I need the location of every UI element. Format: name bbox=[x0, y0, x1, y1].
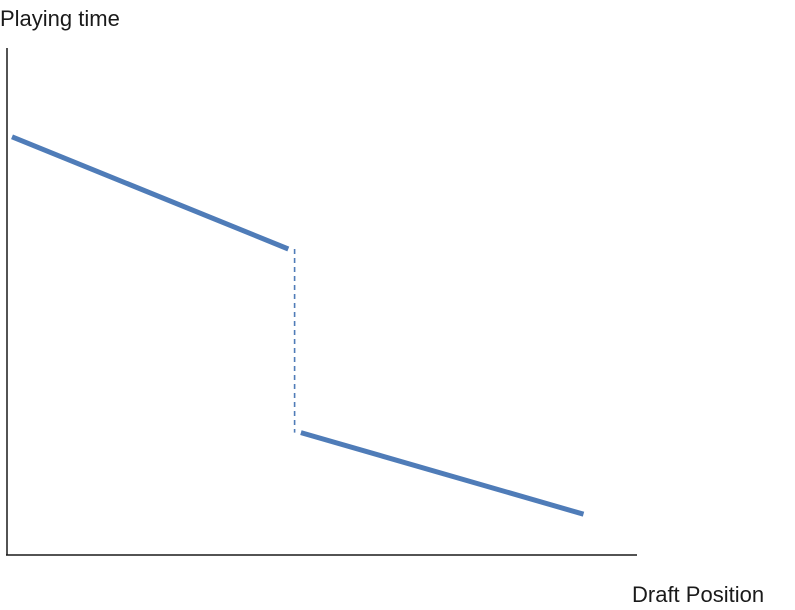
x-axis-label: Draft Position bbox=[632, 582, 765, 607]
lower-segment bbox=[300, 430, 585, 517]
y-axis-label: Playing time bbox=[0, 6, 120, 31]
upper-segment bbox=[11, 134, 290, 252]
